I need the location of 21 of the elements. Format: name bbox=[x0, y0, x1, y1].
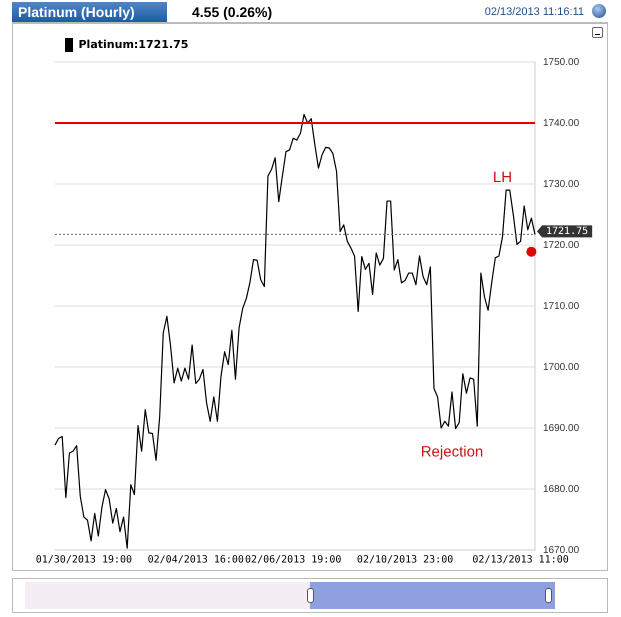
x-tick-label: 02/06/2013 19:00 bbox=[245, 554, 342, 566]
x-tick-label: 02/10/2013 23:00 bbox=[356, 554, 454, 566]
y-tick-label: 1680.00 bbox=[543, 484, 580, 495]
x-tick-label: 01/30/2013 19:00 bbox=[36, 554, 132, 566]
y-tick-label: 1710.00 bbox=[543, 300, 580, 312]
y-tick-label: 1670.00 bbox=[543, 544, 580, 556]
annotation: LH bbox=[492, 169, 512, 186]
y-tick-label: 1700.00 bbox=[543, 362, 580, 373]
chart-title: Platinum (Hourly) bbox=[12, 2, 167, 22]
legend-label: Platinum:1721.75 bbox=[78, 38, 188, 51]
annotation: Rejection bbox=[420, 444, 484, 461]
ref-line-label: 1721.75 bbox=[546, 226, 588, 237]
y-tick-label: 1720.00 bbox=[543, 240, 580, 251]
text: 02/13/2013 11:16:11 bbox=[484, 5, 584, 20]
y-tick-label: 1730.00 bbox=[543, 178, 580, 190]
y-tick-label: 1690.00 bbox=[543, 422, 580, 434]
y-tick-label: 1750.00 bbox=[543, 56, 580, 68]
chart-subtitle: 4.55 (0.26%) bbox=[192, 3, 272, 22]
x-tick-label: 02/13/2013 11:00 bbox=[472, 554, 569, 566]
x-tick-label: 02/04/2013 16:00 bbox=[148, 554, 244, 566]
y-tick-label: 1740.00 bbox=[543, 118, 580, 129]
